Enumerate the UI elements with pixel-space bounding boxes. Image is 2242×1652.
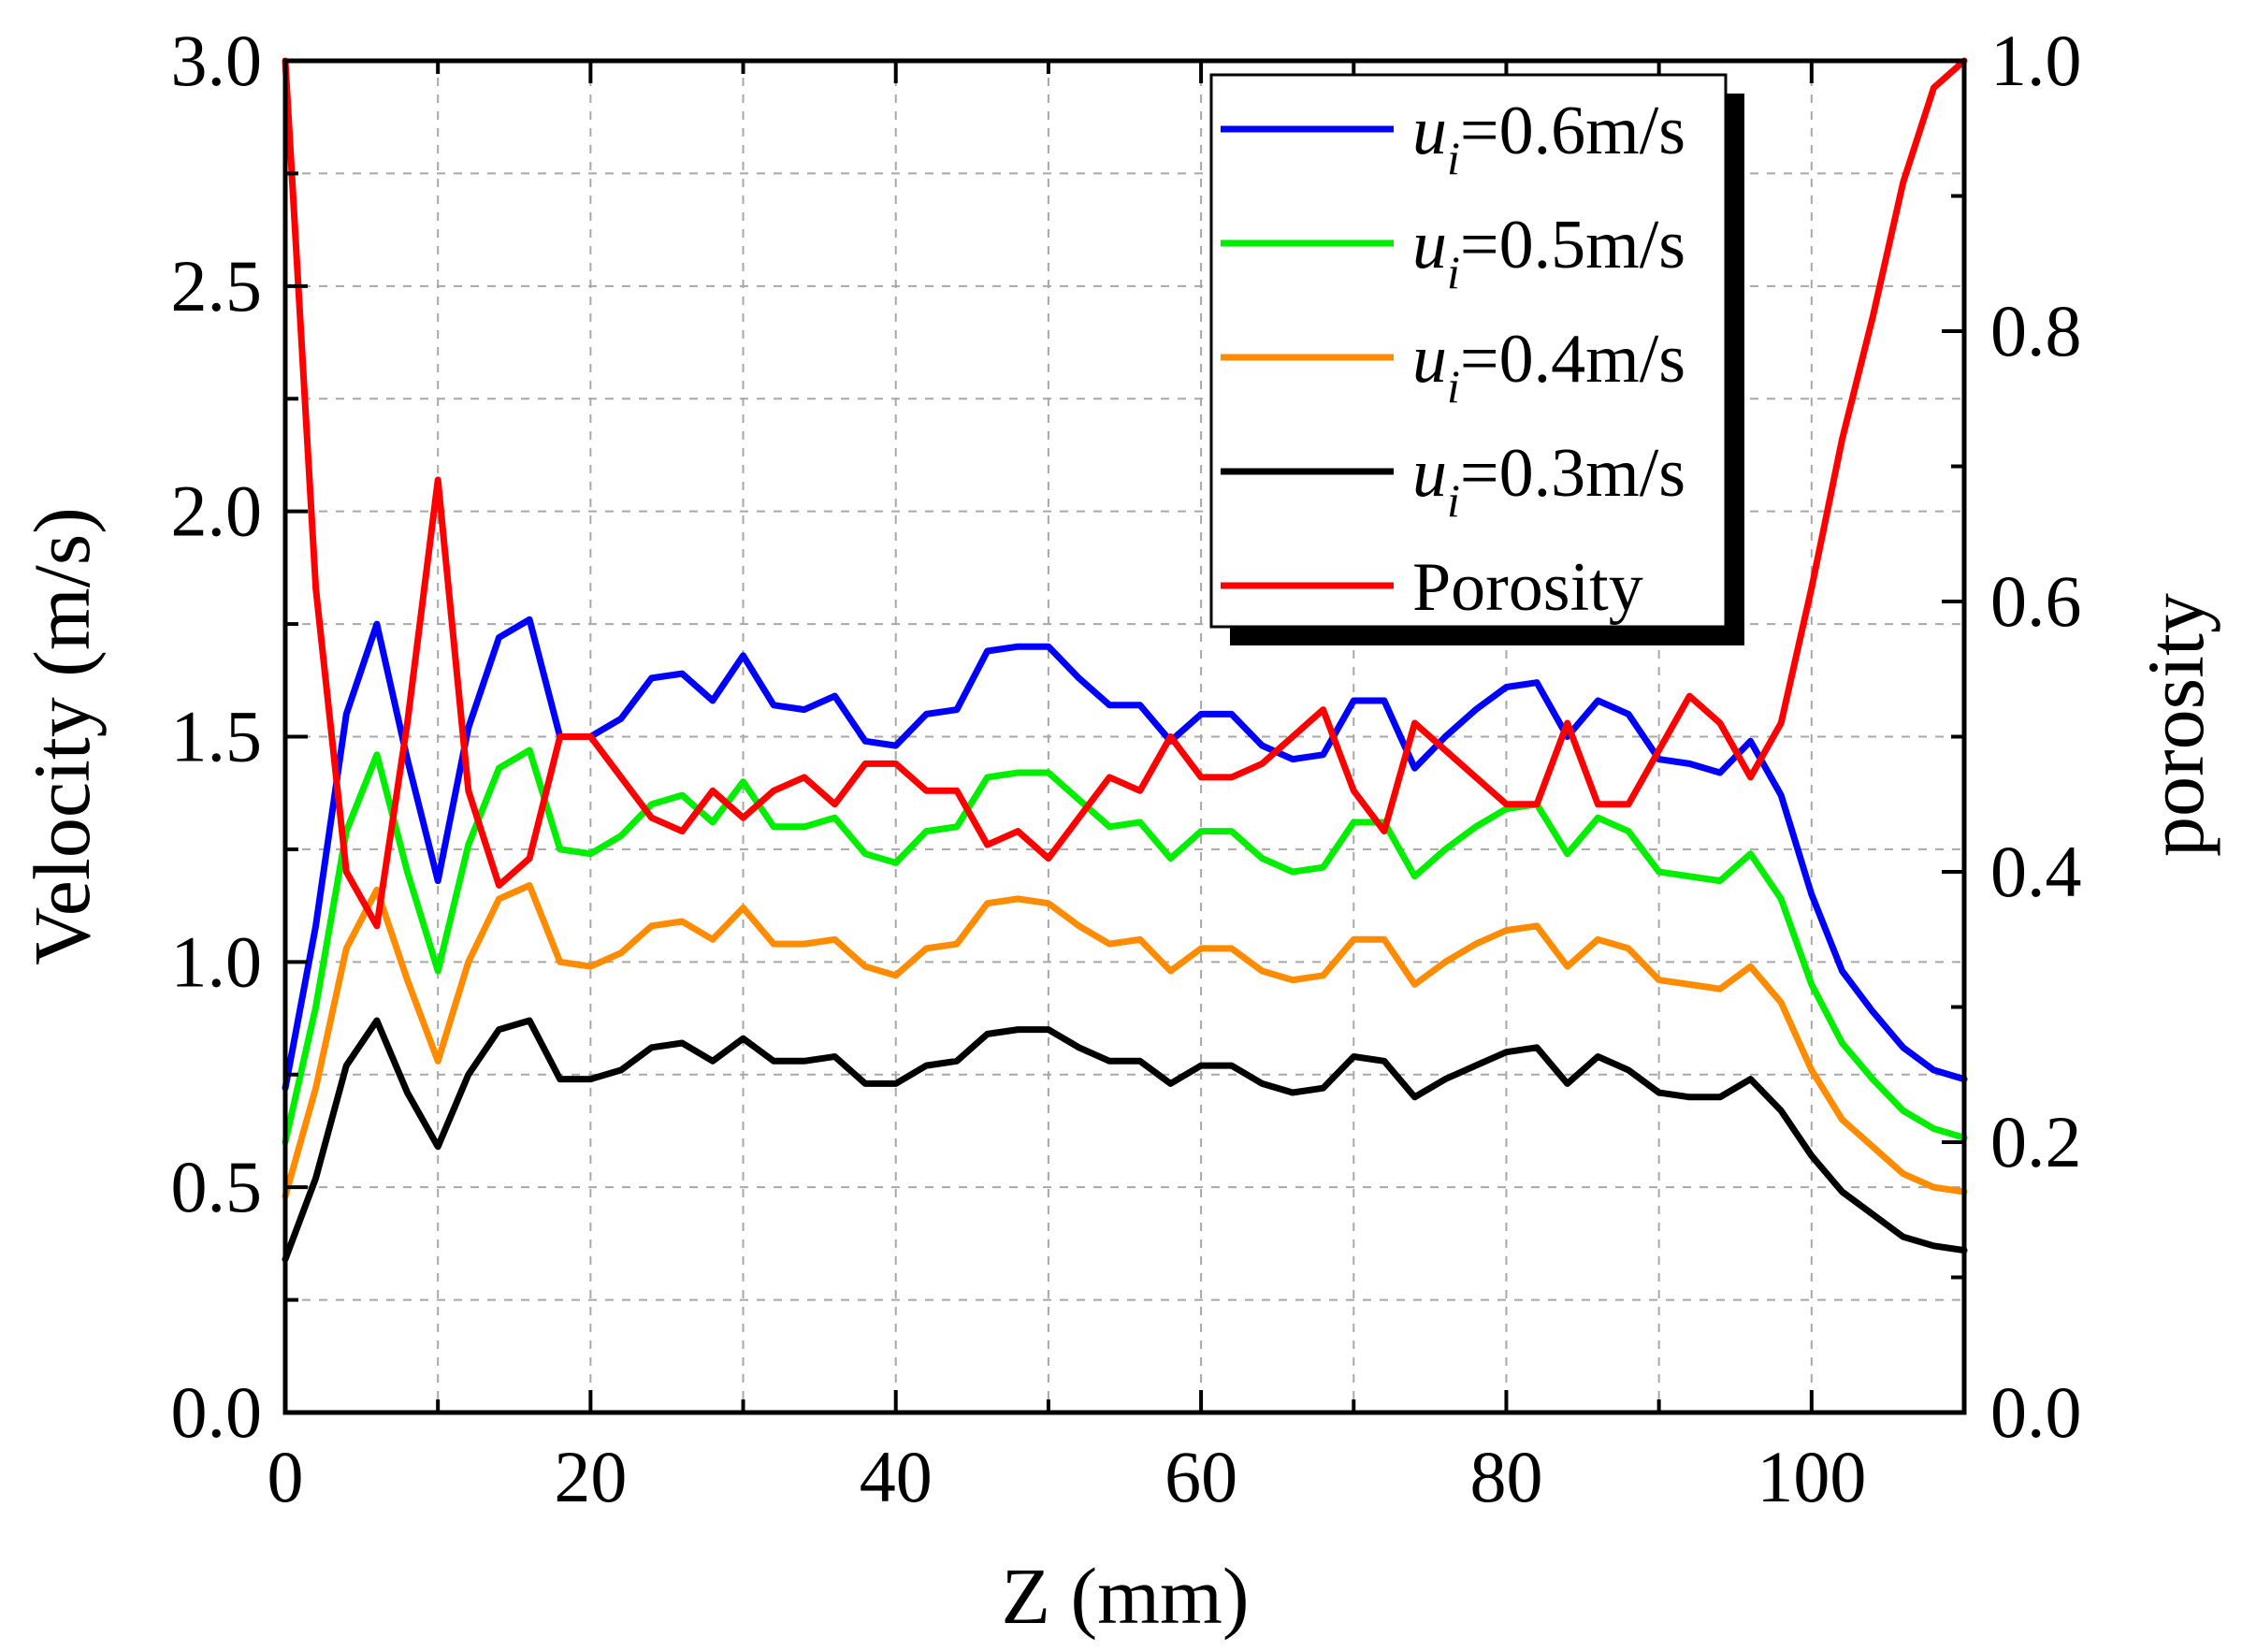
legend-label: Porosity [1412,549,1643,626]
x-tick-label: 40 [860,1436,933,1517]
y-tick-label: 2.5 [171,245,263,326]
legend-label-prefix: u [1412,93,1447,169]
series-line-ui-0-5m-s [282,746,1968,1146]
y-tick-label: 2.0 [171,471,263,552]
legend-label-prefix: u [1412,435,1447,512]
legend-label: ui=0.4m/s [1412,321,1685,413]
y2-axis-title: porosity [2131,593,2220,857]
legend-label-suffix: =0.4m/s [1460,321,1685,398]
y-tick-label: 0.0 [171,1371,263,1453]
y2-tick-label: 0.6 [1990,560,2082,642]
y-tick-label: 3.0 [171,20,263,101]
y2-tick-label: 0.8 [1990,290,2082,371]
series-layer [282,57,1968,1263]
y2-tick-label: 0.4 [1990,831,2082,912]
ticks [285,61,1964,1413]
x-tick-label: 100 [1757,1436,1866,1517]
y-tick-label: 0.5 [171,1146,263,1227]
legend-label: ui=0.6m/s [1412,93,1685,184]
legend-label-subscript: i [1447,246,1460,298]
legend-label-prefix: u [1412,321,1447,398]
legend-label-suffix: =0.6m/s [1460,93,1685,169]
y-tick-label: 1.5 [171,696,263,777]
legend-label-subscript: i [1447,132,1460,184]
y2-tick-label: 0.0 [1990,1371,2082,1453]
series-line-porosity [282,57,1968,930]
y-tick-label: 1.0 [171,920,263,1002]
y2-tick-label: 0.2 [1990,1101,2082,1182]
legend-label-subscript: i [1447,474,1460,527]
legend-label-suffix: =0.5m/s [1460,207,1685,283]
legend-box [1209,73,1728,629]
x-tick-label: 20 [554,1436,627,1517]
legend-label-suffix: =0.3m/s [1460,435,1685,512]
x-tick-label: 80 [1469,1436,1542,1517]
legend-label-subscript: i [1447,360,1460,413]
series-line-ui-0-3m-s [282,1017,1968,1263]
y-axis-title: Velocity (m/s) [17,507,107,965]
series-line-ui-0-4m-s [282,882,1968,1200]
legend: ui=0.6m/sui=0.5m/sui=0.4m/sui=0.3m/sPoro… [1209,73,1744,645]
x-tick-label: 60 [1164,1436,1237,1517]
x-tick-label: 0 [268,1436,304,1517]
tick-labels: 0 20 40 60 80 100 0.0 0.5 1.0 1.5 2.0 2.5 3.0 0.0 0.2 0… [171,20,2082,1517]
legend-label-prefix: u [1412,207,1447,283]
legend-label: ui=0.3m/s [1412,435,1685,527]
y2-tick-label: 1.0 [1990,20,2082,101]
series-line-ui-0-6m-s [282,616,1968,1092]
legend-label: ui=0.5m/s [1412,207,1685,298]
x-axis-title: Z (mm) [1001,1551,1249,1641]
